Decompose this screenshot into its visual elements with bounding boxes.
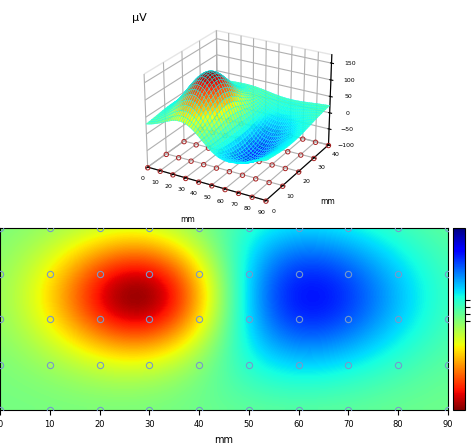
X-axis label: mm: mm xyxy=(180,215,195,224)
Text: μV: μV xyxy=(132,13,147,23)
Y-axis label: mm: mm xyxy=(320,197,335,206)
X-axis label: mm: mm xyxy=(214,434,234,445)
